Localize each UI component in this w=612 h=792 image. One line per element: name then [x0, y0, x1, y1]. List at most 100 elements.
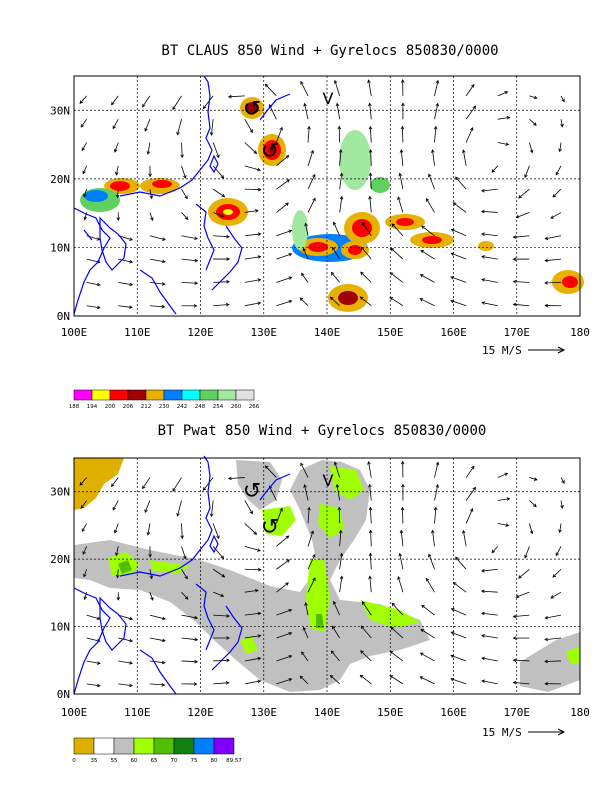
wind-arrow — [244, 142, 258, 154]
wind-arrow — [300, 462, 309, 478]
wind-arrow — [118, 683, 133, 688]
typhoon-symbol-icon: ↺ — [261, 139, 279, 164]
wind-arrow — [244, 500, 253, 515]
colorbar-label: 60 — [131, 758, 138, 764]
wind-arrow — [425, 577, 435, 593]
wind-arrow — [335, 102, 341, 120]
colorbar-swatch — [113, 737, 135, 755]
wind-vectors — [79, 460, 565, 688]
wind-arrow — [276, 229, 293, 237]
longitude-label: 110E — [124, 326, 151, 339]
wind-arrow — [301, 272, 309, 283]
wind-arrow — [339, 552, 344, 570]
longitude-label: 120E — [187, 706, 214, 719]
wind-arrow — [148, 165, 152, 178]
wind-arrow — [529, 523, 534, 535]
latitude-labels: 0N 10N 20N 30N — [50, 486, 70, 701]
colorbar-label: 254 — [213, 404, 224, 410]
wind-arrow — [400, 125, 405, 143]
wind-arrow — [212, 546, 225, 560]
wind-arrow — [529, 95, 538, 100]
latitude-label: 30N — [50, 104, 70, 117]
wind-arrow — [86, 614, 101, 621]
colorbar-swatch — [199, 389, 219, 401]
wind-arrow — [172, 477, 182, 492]
wind-arrow — [481, 188, 498, 193]
wind-arrow — [112, 119, 119, 130]
wind-arrow — [276, 179, 291, 190]
wind-arrow — [244, 187, 262, 192]
wind-arrow — [244, 165, 261, 172]
gyre-markers: ↺ ↺ V — [243, 471, 334, 540]
wind-arrow — [276, 126, 283, 143]
wind-arrow — [244, 255, 262, 260]
colorbar-swatch — [73, 389, 93, 401]
wind-arrow — [227, 476, 245, 481]
wind-arrow — [181, 591, 189, 600]
colorbar-label: 194 — [87, 404, 98, 410]
wind-arrow — [181, 637, 199, 642]
colorbar-swatch — [73, 737, 95, 755]
wind-arrow — [481, 568, 498, 573]
gyre-symbol-icon: V — [323, 471, 334, 490]
wind-arrow — [244, 232, 262, 237]
wind-arrow — [276, 155, 290, 167]
wind-arrow — [452, 202, 467, 213]
wind-arrow — [461, 149, 467, 166]
colorbar-label: 55 — [111, 758, 118, 764]
wind-arrow — [332, 600, 341, 616]
wind-arrow — [244, 278, 262, 283]
wind-arrow — [419, 652, 435, 662]
wind-arrow — [339, 195, 344, 213]
wind-arrow — [555, 165, 562, 176]
latitude-label: 10N — [50, 241, 70, 254]
longitude-label: 130E — [251, 326, 278, 339]
wind-arrow — [213, 614, 230, 618]
wind-arrow — [524, 165, 530, 179]
wind-arrow — [276, 276, 293, 283]
wind-arrow — [390, 247, 404, 260]
colorbar-label: 260 — [231, 404, 242, 410]
wind-arrow — [244, 209, 259, 213]
wind-arrow — [515, 591, 530, 598]
wind-arrow — [560, 500, 564, 509]
wind-arrow — [213, 636, 230, 640]
pwat-panel: BT Pwat 850 Wind + Gyrelocs 850830/0000 — [50, 423, 590, 764]
wind-arrow — [465, 486, 476, 501]
wind-arrow — [420, 628, 435, 639]
wind-arrow — [115, 569, 120, 579]
wind-arrow — [465, 105, 476, 120]
wind-arrow — [461, 529, 467, 547]
wind-arrow — [450, 631, 467, 639]
wind-arrow — [301, 651, 309, 662]
wind-arrow — [455, 176, 467, 190]
wind-arrow — [244, 611, 262, 616]
typhoon-symbol-icon: ↺ — [243, 97, 261, 122]
claus-field — [80, 97, 584, 312]
wind-arrow — [307, 530, 314, 547]
wind-arrow — [524, 546, 530, 559]
wind-arrow — [389, 675, 404, 685]
colorbar-swatch — [181, 389, 201, 401]
colorbar-label: 212 — [141, 404, 152, 410]
wind-arrow — [425, 197, 435, 213]
wind-arrow — [244, 656, 262, 662]
wind-arrow — [276, 631, 293, 639]
wind-arrow — [339, 575, 344, 593]
wind-arrow — [450, 677, 467, 685]
wind-arrow — [361, 221, 372, 236]
wind-arrow — [497, 472, 509, 478]
wind-arrow — [368, 552, 373, 570]
longitude-label: 150E — [377, 706, 404, 719]
wind-arrow — [544, 281, 562, 285]
wind-arrow — [212, 188, 226, 198]
wind-arrow — [111, 95, 119, 106]
wind-arrow — [181, 188, 188, 200]
wind-arrow — [491, 165, 499, 173]
colorbar-swatch — [193, 737, 215, 755]
wind-arrow — [113, 142, 119, 153]
wind-arrow — [529, 118, 537, 126]
wind-arrow — [181, 682, 198, 686]
wind-arrow — [79, 477, 87, 486]
wind-arrow — [368, 506, 373, 524]
